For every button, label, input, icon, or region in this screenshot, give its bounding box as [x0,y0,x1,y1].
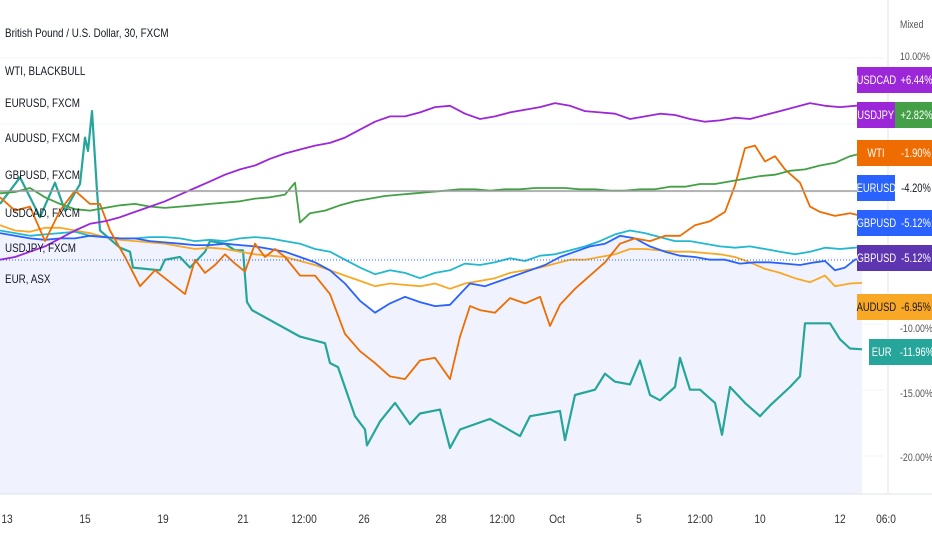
chart-title: British Pound / U.S. Dollar, 30, FXCM [5,26,169,40]
price-tag-value: -11.96% [895,339,932,365]
price-tag-value: -4.20% [895,175,932,201]
series-line-eur[interactable] [0,110,863,450]
price-tag-symbol: AUDUSD [856,294,896,320]
price-tag-audusd: AUDUSD -6.95% [856,294,932,320]
price-tag-value: -5.12% [895,245,932,271]
price-tag-symbol: USDCAD [856,67,896,93]
price-tag-eurusd: EURUSD -4.20% [856,175,932,201]
price-tag-gbpusd-2: GBPUSD -5.12% [856,245,932,271]
y-tick-label: -15.00% [900,388,932,400]
series-line-wti[interactable] [0,144,863,380]
legend-item-eurusd[interactable]: EURUSD, FXCM [5,96,80,110]
x-tick-label: 12:00 [291,512,317,526]
x-tick-label: 21 [237,512,249,526]
series-lines [0,102,863,450]
price-tag-usdjpy: USDJPY +2.82% [857,102,932,128]
price-tag-value: -5.12% [895,210,932,236]
price-tag-value: +2.82% [895,102,932,128]
x-tick-label: 13 [1,512,13,526]
price-tag-value: -1.90% [895,140,932,166]
x-tick-label: 12 [834,512,846,526]
x-tick-label: 19 [157,512,169,526]
y-tick-label: -10.00% [900,323,932,335]
legend-item-wti[interactable]: WTI, BLACKBULL [5,64,86,78]
x-tick-label: 12:00 [489,512,515,526]
series-line-audusd[interactable] [0,224,863,290]
series-line-usdjpy[interactable] [0,152,863,224]
x-tick-label: 15 [79,512,91,526]
price-tag-symbol: GBPUSD [856,210,896,236]
x-tick-label: 10 [754,512,766,526]
legend-item-audusd[interactable]: AUDUSD, FXCM [5,131,80,145]
x-tick-label: Oct [549,512,565,526]
legend-item-usdjpy[interactable]: USDJPY, FXCM [5,241,76,255]
price-tag-symbol: WTI [857,140,895,166]
legend-item-gbpusd[interactable]: GBPUSD, FXCM [5,168,80,182]
price-tag-wti: WTI -1.90% [857,140,932,166]
price-tag-eur: EUR -11.96% [869,339,932,365]
price-tag-value: -6.95% [895,294,932,320]
x-tick-label: 26 [358,512,370,526]
x-tick-label: 28 [435,512,447,526]
legend-item-usdcad[interactable]: USDCAD, FXCM [5,206,80,220]
price-tag-symbol: GBPUSD [856,245,896,271]
price-tag-usdcad: USDCAD +6.44% [856,67,932,93]
series-line-gbpusd[interactable] [0,232,863,314]
y-tick-label: 10.00% [900,51,930,63]
x-tick-label: 06:0 [876,512,896,526]
price-tag-gbpusd: GBPUSD -5.12% [856,210,932,236]
price-tag-symbol: USDJPY [857,102,895,128]
legend-item-eur[interactable]: EUR, ASX [5,272,51,286]
price-tag-symbol: EURUSD [856,175,896,201]
price-tag-symbol: EUR [869,339,895,365]
x-tick-label: 12:00 [687,512,713,526]
series-line-eurusd[interactable] [0,229,863,280]
scale-mode-label[interactable]: Mixed [900,19,924,31]
series-line-usdcad[interactable] [0,102,863,261]
x-tick-label: 5 [636,512,642,526]
y-tick-label: -20.00% [900,452,932,464]
price-tag-value: +6.44% [895,67,932,93]
gbpusd-area-fill [0,233,862,494]
